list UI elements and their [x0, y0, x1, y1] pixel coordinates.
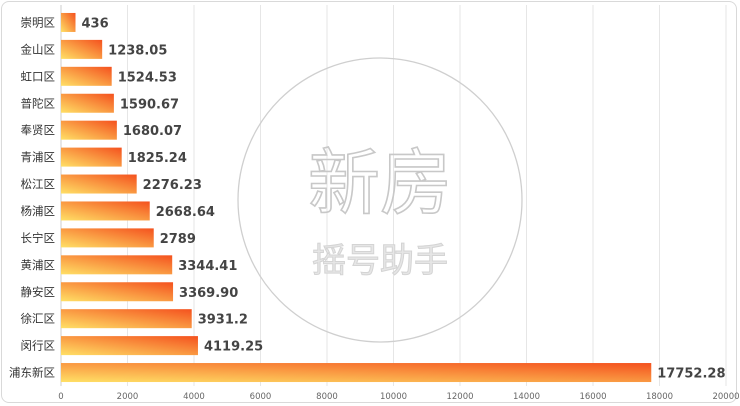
bar [61, 174, 137, 194]
value-label: 2668.64 [156, 205, 215, 220]
x-tick-label: 14000 [513, 392, 540, 402]
bar [61, 12, 76, 32]
bar [61, 255, 173, 275]
x-tick-label: 18000 [646, 392, 673, 402]
bar [61, 282, 174, 302]
category-label: 崇明区 [21, 15, 56, 29]
x-axis: 0 2000 4000 6000 8000 10000 12000 14000 16000 180… [58, 392, 739, 402]
category-label: 徐汇区 [21, 312, 56, 326]
bar [61, 39, 103, 59]
value-label: 3344.41 [178, 259, 237, 274]
value-label: 17752.28 [657, 367, 725, 382]
category-label: 金山区 [21, 42, 56, 56]
category-label: 虹口区 [21, 69, 56, 83]
category-label: 闵行区 [21, 339, 56, 353]
bar [61, 201, 150, 221]
x-tick-label: 6000 [250, 392, 272, 402]
category-label: 静安区 [21, 285, 56, 299]
bar [61, 120, 117, 140]
watermark: 新房 摇号助手 [237, 57, 523, 343]
x-tick-label: 4000 [183, 392, 205, 402]
bar [61, 147, 122, 167]
x-tick-label: 10000 [380, 392, 407, 402]
bar [61, 66, 112, 86]
value-label: 1590.67 [120, 97, 179, 112]
value-label: 1524.53 [118, 70, 177, 85]
x-tick-label: 16000 [579, 392, 606, 402]
category-label: 黄浦区 [21, 258, 56, 272]
category-label: 松江区 [21, 177, 56, 191]
x-tick-label: 2000 [117, 392, 139, 402]
bar [61, 363, 652, 383]
watermark-main: 新房 [308, 141, 452, 225]
value-label: 2276.23 [143, 178, 202, 193]
bar [61, 228, 154, 248]
category-label: 浦东新区 [9, 366, 55, 380]
x-tick-label: 0 [58, 392, 63, 402]
category-label: 杨浦区 [21, 204, 56, 218]
value-label: 4119.25 [204, 340, 263, 355]
value-label: 3931.2 [198, 313, 248, 328]
bar [61, 336, 198, 356]
category-label: 普陀区 [21, 96, 56, 110]
bar [61, 309, 192, 329]
value-label: 1680.07 [123, 124, 182, 139]
value-label: 3369.90 [179, 286, 238, 301]
x-tick-label: 20000 [712, 392, 739, 402]
value-label: 1238.05 [108, 43, 167, 58]
x-tick-label: 8000 [316, 392, 338, 402]
watermark-circle [237, 57, 523, 343]
x-tick-label: 12000 [446, 392, 473, 402]
value-label: 436 [81, 16, 108, 31]
bar [61, 93, 114, 113]
labels: 崇明区 436 金山区 1238.05 虹口区 1524.53 普陀区 1590.67 奉贤区 1… [9, 15, 726, 381]
bars [61, 12, 652, 383]
category-label: 长宁区 [21, 231, 56, 245]
category-label: 青浦区 [21, 150, 56, 164]
watermark-sub: 摇号助手 [312, 241, 448, 281]
value-label: 1825.24 [128, 151, 187, 166]
category-label: 奉贤区 [21, 123, 56, 137]
value-label: 2789 [160, 232, 196, 247]
